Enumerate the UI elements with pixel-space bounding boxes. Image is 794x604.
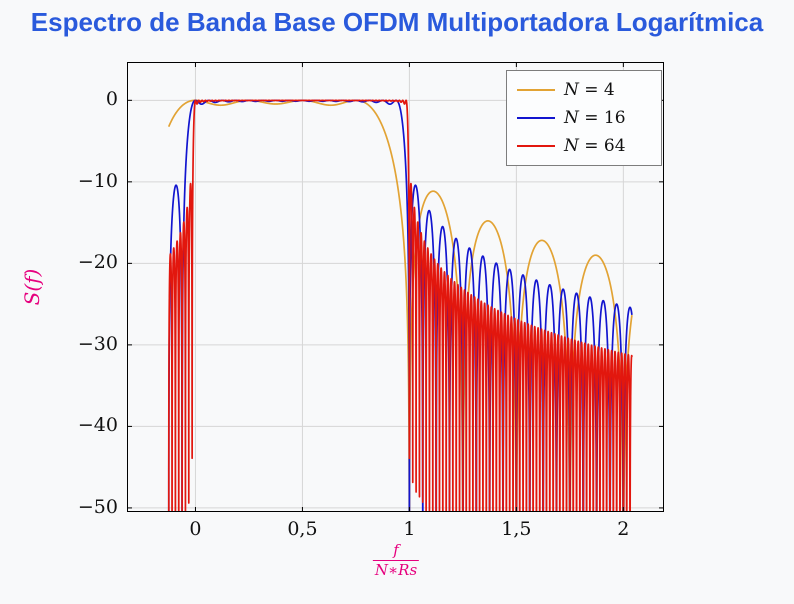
legend-label-var: N — [564, 80, 579, 100]
spectrum-curves — [167, 99, 633, 512]
x-tick-label: 1,5 — [501, 518, 532, 540]
legend-label-var: N — [564, 108, 579, 128]
x-axis-label: f N∗Rs — [372, 541, 420, 580]
legend-label-value: = 64 — [578, 136, 626, 156]
x-tick-label: 2 — [617, 518, 630, 540]
legend-line-sample — [517, 145, 555, 147]
legend-row: N = 64 — [517, 132, 651, 160]
y-tick-label: 0 — [105, 88, 118, 111]
y-tick-label: −50 — [77, 495, 118, 518]
legend-label: N = 4 — [564, 80, 615, 100]
y-tick-label: −30 — [77, 332, 118, 355]
plot-area — [127, 62, 664, 512]
y-tick-label: −20 — [77, 251, 118, 274]
x-axis-label-denominator: N∗Rs — [374, 560, 418, 579]
legend-label-value: = 16 — [578, 108, 626, 128]
chart-title: Espectro de Banda Base OFDM Multiportado… — [30, 7, 764, 37]
curve-N=64 — [167, 99, 633, 512]
legend-label-var: N — [564, 136, 579, 156]
legend-row: N = 16 — [517, 104, 651, 132]
x-tick-label: 0 — [189, 518, 202, 540]
legend-line-sample — [517, 89, 555, 91]
y-axis-label-text: S(f) — [20, 268, 44, 306]
y-tick-label: −10 — [77, 169, 118, 192]
y-axis-label: S(f) — [20, 269, 44, 306]
legend-label: N = 16 — [564, 108, 626, 128]
legend-label: N = 64 — [564, 136, 626, 156]
plot-frame — [127, 62, 664, 512]
legend-line-sample — [517, 117, 555, 119]
x-tick-label: 0,5 — [287, 518, 318, 540]
legend-row: N = 4 — [517, 76, 651, 104]
x-axis-label-numerator: f — [372, 541, 420, 561]
y-tick-label: −40 — [77, 414, 118, 437]
legend-label-value: = 4 — [578, 80, 615, 100]
x-tick-label: 1 — [403, 518, 416, 540]
